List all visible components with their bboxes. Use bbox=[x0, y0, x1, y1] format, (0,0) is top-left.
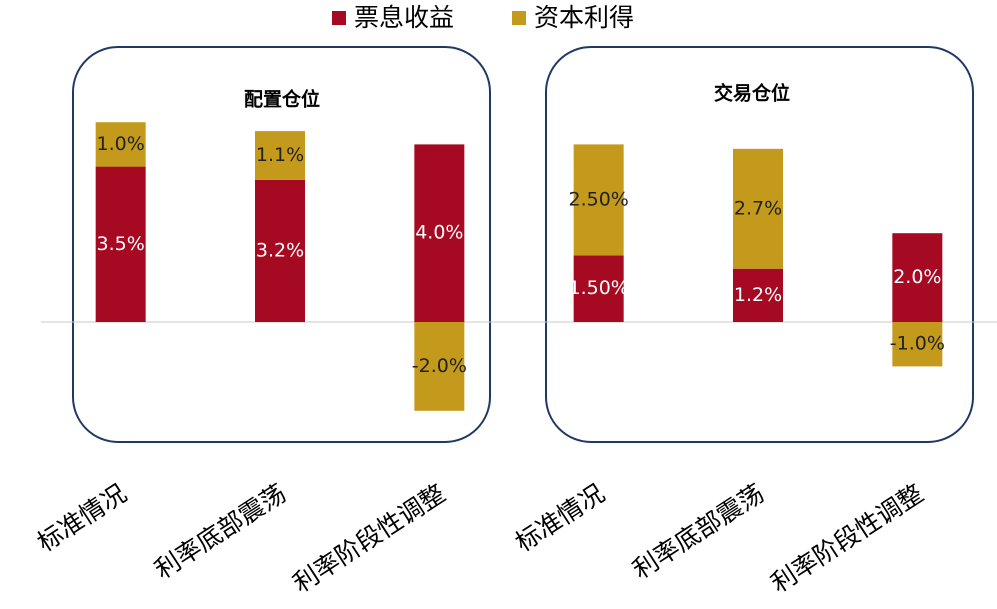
bar-segment bbox=[255, 131, 305, 180]
x-tick-label: 利率阶段性调整 bbox=[766, 479, 929, 599]
group-box bbox=[72, 46, 491, 443]
legend-swatch bbox=[512, 11, 526, 25]
bar-segment bbox=[95, 166, 146, 322]
bar-segment bbox=[255, 179, 305, 322]
bar-segment bbox=[573, 255, 624, 322]
x-tick-label: 利率阶段性调整 bbox=[288, 479, 451, 599]
bar-segment bbox=[892, 322, 943, 367]
value-label: 4.0% bbox=[415, 222, 463, 244]
group-box bbox=[545, 46, 974, 443]
x-tick-label: 利率底部震荡 bbox=[149, 479, 291, 585]
legend-label: 资本利得 bbox=[534, 3, 634, 32]
value-label: 2.50% bbox=[568, 188, 628, 210]
legend-label: 票息收益 bbox=[354, 3, 454, 32]
bar-segment bbox=[733, 268, 783, 322]
bar-segment bbox=[892, 233, 943, 322]
value-label: 2.0% bbox=[893, 266, 941, 288]
x-tick-label: 利率底部震荡 bbox=[627, 479, 769, 585]
group-label: 交易仓位 bbox=[714, 82, 790, 105]
value-label: 3.5% bbox=[97, 233, 145, 255]
value-label: 1.1% bbox=[256, 144, 304, 166]
group-label: 配置仓位 bbox=[244, 88, 320, 111]
value-label: 3.2% bbox=[256, 239, 304, 261]
value-label: 1.50% bbox=[568, 277, 628, 299]
value-label: -1.0% bbox=[890, 333, 945, 355]
value-label: 1.2% bbox=[734, 284, 782, 306]
bar-segment bbox=[573, 144, 624, 256]
value-label: -2.0% bbox=[412, 355, 467, 377]
bar-segment bbox=[414, 144, 465, 322]
x-tick-label: 标准情况 bbox=[510, 479, 610, 558]
legend-swatch bbox=[332, 11, 346, 25]
bar-segment bbox=[414, 322, 465, 411]
bar-segment bbox=[733, 148, 783, 269]
value-label: 1.0% bbox=[97, 133, 145, 155]
x-tick-label: 标准情况 bbox=[32, 479, 132, 558]
value-label: 2.7% bbox=[734, 197, 782, 219]
bar-segment bbox=[95, 122, 146, 167]
